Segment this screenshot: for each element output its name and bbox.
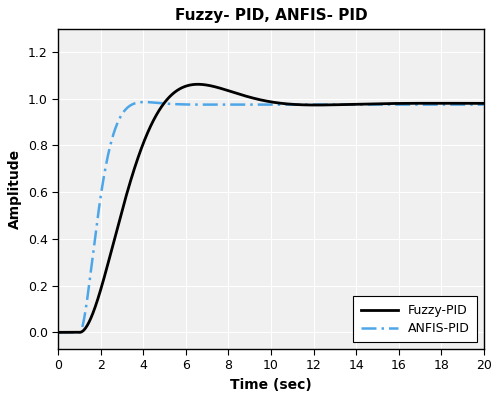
ANFIS-PID: [238, 102, 244, 107]
Fuzzy-PID: [480, 101, 486, 106]
Fuzzy-PID: [446, 101, 452, 106]
ANFIS-PID: [480, 102, 486, 107]
Y-axis label: Amplitude: Amplitude: [8, 149, 22, 229]
Fuzzy-PID: [364, 102, 370, 106]
X-axis label: Time (sec): Time (sec): [230, 378, 312, 392]
ANFIS-PID: [468, 102, 474, 107]
ANFIS-PID: [446, 102, 452, 107]
ANFIS-PID: [364, 102, 370, 107]
ANFIS-PID: [142, 100, 148, 104]
Line: Fuzzy-PID: Fuzzy-PID: [58, 84, 484, 332]
ANFIS-PID: [258, 102, 264, 107]
Fuzzy-PID: [238, 92, 244, 97]
Title: Fuzzy- PID, ANFIS- PID: Fuzzy- PID, ANFIS- PID: [174, 8, 368, 23]
ANFIS-PID: [56, 330, 62, 335]
Fuzzy-PID: [195, 82, 201, 87]
ANFIS-PID: [234, 102, 240, 107]
Fuzzy-PID: [234, 91, 240, 96]
Line: ANFIS-PID: ANFIS-PID: [58, 102, 484, 332]
Legend: Fuzzy-PID, ANFIS-PID: Fuzzy-PID, ANFIS-PID: [353, 296, 478, 342]
Fuzzy-PID: [258, 98, 264, 102]
Fuzzy-PID: [468, 101, 474, 106]
Fuzzy-PID: [56, 330, 62, 335]
